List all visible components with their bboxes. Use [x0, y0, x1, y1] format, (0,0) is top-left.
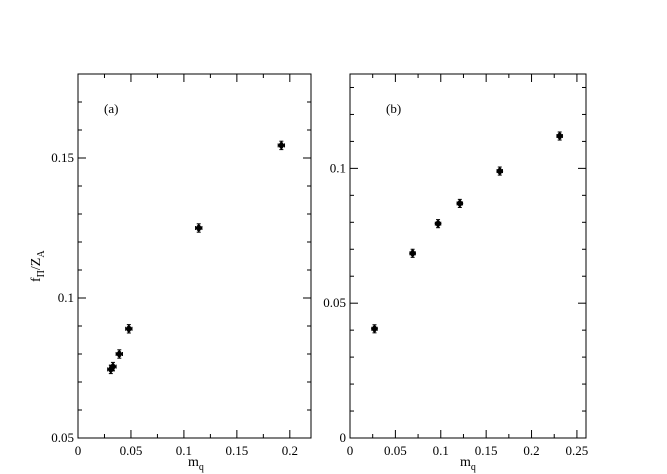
- tick-marks-a: [77, 73, 311, 439]
- y-tick-label-b-1: 0.05: [323, 295, 346, 310]
- data-points-b: [371, 131, 564, 334]
- diamond-marker: [556, 131, 564, 141]
- x-axis-title-b: mq: [460, 455, 476, 473]
- data-point-b-2: [434, 219, 442, 229]
- data-point-b-3: [456, 198, 464, 208]
- y-tick-label-a-1: 0.1: [58, 290, 74, 305]
- tick-labels-a: 0 0.05 0.1 0.15 0.20.050.10.15: [51, 150, 298, 458]
- x-tick-label-a-3: 0.15: [225, 443, 248, 458]
- x-tick-label-b-5: 0.25: [566, 443, 589, 458]
- data-point-a-4: [195, 223, 203, 233]
- x-axis-title-a: mq: [188, 455, 204, 473]
- tick-labels-b: 0 0.05 0.1 0.15 0.2 0.25 0 0.05 0.1: [323, 160, 588, 458]
- plot-frame-a: [77, 73, 312, 439]
- data-point-b-5: [556, 131, 564, 141]
- data-point-b-0: [371, 324, 379, 334]
- panel-label-b: (b): [386, 101, 401, 116]
- data-point-b-4: [496, 166, 504, 176]
- diamond-marker: [371, 324, 379, 334]
- x-tick-label-a-1: 0.05: [120, 443, 143, 458]
- x-tick-label-a-4: 0.2: [282, 443, 298, 458]
- diamond-marker: [434, 219, 442, 229]
- x-tick-label-b-0: 0: [347, 443, 354, 458]
- diamond-marker: [115, 349, 123, 359]
- diamond-marker: [277, 140, 285, 150]
- y-tick-label-a-0: 0.05: [51, 430, 74, 445]
- diamond-marker: [496, 166, 504, 176]
- x-tick-label-b-4: 0.2: [523, 443, 539, 458]
- panel-b: 0 0.05 0.1 0.15 0.2 0.25 0 0.05 0.1 (b) mq: [323, 73, 588, 473]
- data-point-a-1: [109, 361, 117, 372]
- x-tick-label-b-1: 0.05: [384, 443, 407, 458]
- x-tick-label-b-2: 0.1: [433, 443, 449, 458]
- data-point-a-5: [277, 140, 286, 151]
- diamond-marker: [456, 198, 464, 208]
- x-tick-label-a-0: 0: [75, 443, 82, 458]
- plot-frame-b: [349, 73, 587, 439]
- y-tick-label-b-0: 0: [340, 430, 347, 445]
- data-point-a-3: [125, 324, 133, 334]
- diamond-marker: [409, 248, 417, 258]
- diamond-marker: [195, 223, 203, 233]
- data-point-a-2: [115, 349, 123, 359]
- data-point-b-1: [409, 248, 417, 258]
- panel-label-a: (a): [104, 101, 118, 116]
- tick-marks-b: [349, 74, 586, 439]
- x-tick-label-b-3: 0.15: [475, 443, 498, 458]
- data-points-a: [107, 140, 286, 375]
- y-tick-label-b-2: 0.1: [330, 160, 346, 175]
- y-tick-label-a-2: 0.15: [51, 150, 74, 165]
- diamond-marker: [109, 362, 117, 372]
- panel-a: 0 0.05 0.1 0.15 0.20.050.10.15 (a) mq fΠ/ZA: [29, 73, 312, 473]
- x-tick-label-a-2: 0.1: [176, 443, 192, 458]
- diamond-marker: [125, 324, 133, 334]
- y-axis-title-a: fΠ/ZA: [29, 250, 47, 282]
